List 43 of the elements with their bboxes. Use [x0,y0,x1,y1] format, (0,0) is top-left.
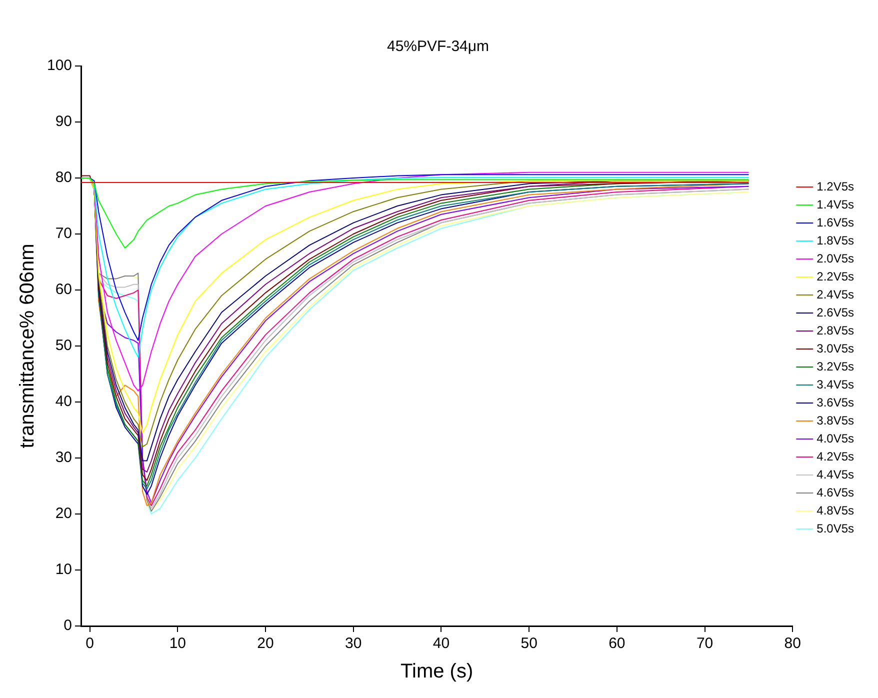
x-tick-label: 10 [169,635,186,652]
y-tick-label: 70 [55,225,72,242]
y-tick-label: 10 [55,561,72,578]
legend-label: 2.8V5s [816,323,854,338]
y-axis-title: transmittance% 606nm [16,244,39,448]
legend-label: 3.0V5s [816,341,854,356]
legend-label: 5.0V5s [816,521,854,536]
y-tick-label: 100 [46,57,72,74]
legend-label: 4.2V5s [816,449,854,464]
chart-title: 45%PVF-34μm [386,38,490,56]
x-tick-label: 80 [784,635,801,652]
y-tick-label: 0 [64,617,72,634]
y-tick-label: 80 [55,169,72,186]
legend-label: 1.8V5s [816,233,854,248]
legend-label: 2.4V5s [816,287,854,302]
y-tick-label: 20 [55,505,72,522]
legend-label: 1.4V5s [816,197,854,212]
legend-label: 2.6V5s [816,305,854,320]
legend-label: 4.0V5s [816,431,854,446]
legend-label: 4.8V5s [816,503,854,518]
legend-label: 3.8V5s [816,413,854,428]
y-tick-label: 60 [55,281,72,298]
legend-label: 1.6V5s [816,215,854,230]
x-tick-label: 30 [345,635,362,652]
x-axis-title: Time (s) [400,660,474,683]
legend-label: 1.2V5s [816,179,854,194]
y-tick-label: 30 [55,449,72,466]
legend-label: 3.2V5s [816,359,854,374]
x-tick-label: 20 [257,635,274,652]
x-tick-label: 50 [520,635,538,652]
legend-label: 2.2V5s [816,269,854,284]
x-tick-label: 40 [432,635,450,652]
x-tick-label: 70 [696,635,714,652]
y-tick-label: 90 [55,113,72,130]
y-tick-label: 50 [55,337,72,354]
legend-label: 2.0V5s [816,251,854,266]
x-tick-label: 0 [86,635,94,652]
legend-label: 3.6V5s [816,395,854,410]
legend-label: 3.4V5s [816,377,854,392]
legend-label: 4.4V5s [816,467,854,482]
y-tick-label: 40 [55,393,72,410]
legend-label: 4.6V5s [816,485,854,500]
x-tick-label: 60 [608,635,626,652]
